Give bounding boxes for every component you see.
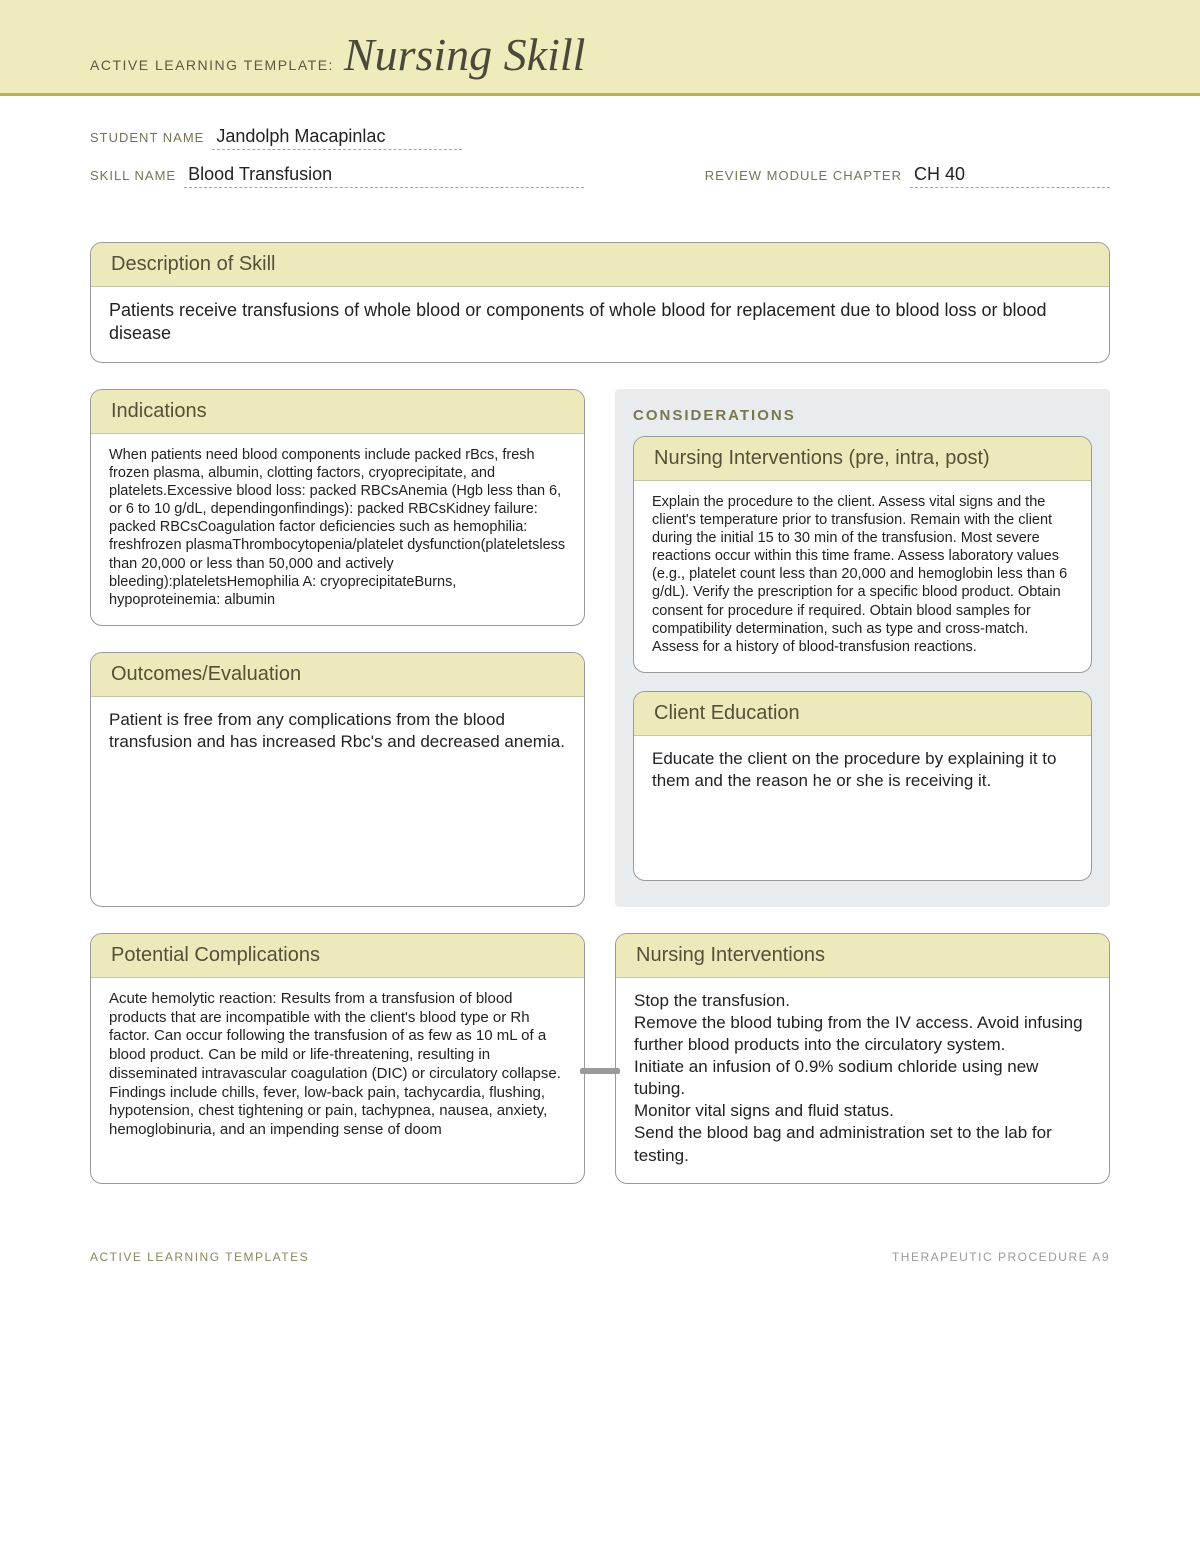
middle-left-col: Indications When patients need blood com…	[90, 389, 585, 933]
meta-area: STUDENT NAME Jandolph Macapinlac SKILL N…	[0, 96, 1200, 212]
nursing-int-title: Nursing Interventions	[616, 934, 1109, 978]
group-connector	[580, 1068, 620, 1074]
client-ed-body: Educate the client on the procedure by e…	[634, 736, 1091, 808]
footer-left: ACTIVE LEARNING TEMPLATES	[90, 1250, 309, 1264]
client-ed-title: Client Education	[634, 692, 1091, 736]
outcomes-title: Outcomes/Evaluation	[91, 653, 584, 697]
client-ed-box: Client Education Educate the client on t…	[633, 691, 1092, 881]
indications-title: Indications	[91, 390, 584, 434]
bottom-row: Potential Complications Acute hemolytic …	[90, 933, 1110, 1210]
nursing-int-body: Stop the transfusion. Remove the blood t…	[616, 978, 1109, 1183]
description-box: Description of Skill Patients receive tr…	[90, 242, 1110, 363]
complications-title: Potential Complications	[91, 934, 584, 978]
header-band: ACTIVE LEARNING TEMPLATE: Nursing Skill	[0, 0, 1200, 93]
chapter-field[interactable]: CH 40	[910, 164, 1110, 188]
nursing-pre-body: Explain the procedure to the client. Ass…	[634, 481, 1091, 672]
description-body: Patients receive transfusions of whole b…	[91, 287, 1109, 362]
indications-box: Indications When patients need blood com…	[90, 389, 585, 626]
indications-body: When patients need blood components incl…	[91, 434, 584, 625]
chapter-label: REVIEW MODULE CHAPTER	[705, 168, 902, 183]
middle-right-col: CONSIDERATIONS Nursing Interventions (pr…	[615, 389, 1110, 933]
content-area: Description of Skill Patients receive tr…	[0, 212, 1200, 1230]
header-title-row: ACTIVE LEARNING TEMPLATE: Nursing Skill	[90, 28, 1110, 81]
outcomes-body: Patient is free from any complications f…	[91, 697, 584, 769]
student-name-label: STUDENT NAME	[90, 130, 204, 145]
nursing-pre-title: Nursing Interventions (pre, intra, post)	[634, 437, 1091, 481]
considerations-group: CONSIDERATIONS Nursing Interventions (pr…	[615, 389, 1110, 907]
header-label: ACTIVE LEARNING TEMPLATE:	[90, 57, 334, 73]
footer-right: THERAPEUTIC PROCEDURE A9	[892, 1250, 1110, 1264]
page: ACTIVE LEARNING TEMPLATE: Nursing Skill …	[0, 0, 1200, 1344]
student-name-row: STUDENT NAME Jandolph Macapinlac	[90, 126, 1110, 150]
student-name-field[interactable]: Jandolph Macapinlac	[212, 126, 462, 150]
considerations-label: CONSIDERATIONS	[633, 407, 1092, 424]
nursing-int-box: Nursing Interventions Stop the transfusi…	[615, 933, 1110, 1184]
middle-row: Indications When patients need blood com…	[90, 389, 1110, 933]
header-title: Nursing Skill	[344, 28, 586, 81]
complications-box: Potential Complications Acute hemolytic …	[90, 933, 585, 1184]
skill-name-label: SKILL NAME	[90, 168, 176, 183]
description-title: Description of Skill	[91, 243, 1109, 287]
skill-name-field[interactable]: Blood Transfusion	[184, 164, 584, 188]
complications-body: Acute hemolytic reaction: Results from a…	[91, 978, 584, 1156]
skill-chapter-row: SKILL NAME Blood Transfusion REVIEW MODU…	[90, 164, 1110, 188]
outcomes-box: Outcomes/Evaluation Patient is free from…	[90, 652, 585, 907]
nursing-pre-box: Nursing Interventions (pre, intra, post)…	[633, 436, 1092, 673]
footer: ACTIVE LEARNING TEMPLATES THERAPEUTIC PR…	[0, 1230, 1200, 1304]
